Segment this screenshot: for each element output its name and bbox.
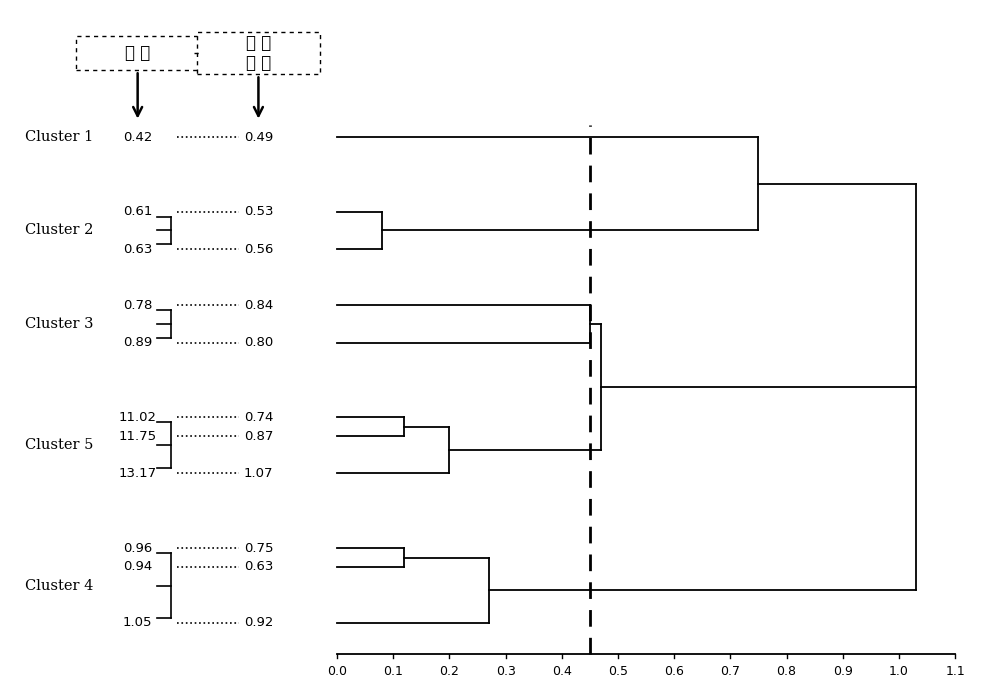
Text: Cluster 3: Cluster 3	[25, 317, 94, 331]
Text: 0.84: 0.84	[244, 299, 273, 312]
Text: 0.89: 0.89	[123, 336, 152, 349]
Text: 0.6: 0.6	[664, 665, 684, 678]
Text: 1.07: 1.07	[244, 467, 273, 480]
Text: 0.49: 0.49	[244, 130, 273, 143]
Text: Cluster 1: Cluster 1	[25, 130, 94, 144]
Text: 过 氧
化 値: 过 氧 化 値	[246, 33, 271, 73]
Text: 0.5: 0.5	[608, 665, 628, 678]
Text: 0.8: 0.8	[777, 665, 797, 678]
Text: 0.61: 0.61	[123, 205, 152, 218]
Text: Cluster 5: Cluster 5	[25, 439, 94, 452]
Text: 0.4: 0.4	[552, 665, 572, 678]
Text: 0.7: 0.7	[720, 665, 740, 678]
Text: 1.05: 1.05	[123, 617, 152, 629]
Text: 0.9: 0.9	[833, 665, 853, 678]
Text: 1.0: 1.0	[889, 665, 909, 678]
Text: 0.87: 0.87	[244, 430, 273, 443]
Text: 酸 价: 酸 价	[125, 44, 150, 62]
Text: 0.92: 0.92	[244, 617, 273, 629]
FancyBboxPatch shape	[197, 32, 320, 74]
Text: 0.2: 0.2	[440, 665, 459, 678]
Text: 11.02: 11.02	[119, 411, 157, 424]
Text: Cluster 2: Cluster 2	[25, 223, 94, 238]
Text: 0.63: 0.63	[244, 560, 273, 573]
Text: 0.53: 0.53	[244, 205, 273, 218]
Text: Cluster 4: Cluster 4	[25, 579, 94, 593]
Text: 0.74: 0.74	[244, 411, 273, 424]
Text: 0.3: 0.3	[496, 665, 516, 678]
Text: 0.96: 0.96	[123, 542, 152, 555]
Text: 13.17: 13.17	[119, 467, 157, 480]
FancyBboxPatch shape	[76, 36, 199, 70]
Text: 0.75: 0.75	[244, 542, 273, 555]
Text: 0.0: 0.0	[327, 665, 347, 678]
Text: 0.78: 0.78	[123, 299, 152, 312]
Text: 0.94: 0.94	[123, 560, 152, 573]
Text: 0.1: 0.1	[383, 665, 403, 678]
Text: 0.56: 0.56	[244, 242, 273, 256]
Text: 11.75: 11.75	[119, 430, 157, 443]
Text: 0.80: 0.80	[244, 336, 273, 349]
Text: 0.63: 0.63	[123, 242, 152, 256]
Text: 1.1: 1.1	[945, 665, 965, 678]
Text: 0.42: 0.42	[123, 130, 152, 143]
